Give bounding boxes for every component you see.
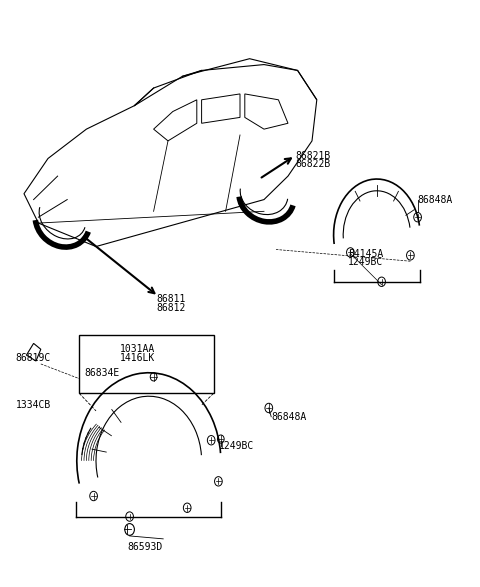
Text: 86822B: 86822B — [295, 159, 330, 170]
Text: 1334CB: 1334CB — [15, 400, 50, 410]
Text: 86812: 86812 — [156, 303, 185, 313]
Text: 84145A: 84145A — [348, 248, 383, 259]
Text: 86848A: 86848A — [271, 411, 306, 422]
Text: 86821B: 86821B — [295, 150, 330, 161]
Text: 86811: 86811 — [156, 294, 185, 305]
Text: 1416LK: 1416LK — [120, 353, 155, 363]
Bar — [79, 335, 214, 393]
Text: 86819C: 86819C — [15, 353, 50, 363]
Text: 1249BC: 1249BC — [348, 257, 383, 268]
Text: 1249BC: 1249BC — [218, 441, 253, 451]
Text: 1031AA: 1031AA — [120, 344, 155, 355]
Text: 86593D: 86593D — [127, 542, 162, 552]
Text: 86834E: 86834E — [84, 367, 119, 378]
Text: 86848A: 86848A — [418, 194, 453, 205]
